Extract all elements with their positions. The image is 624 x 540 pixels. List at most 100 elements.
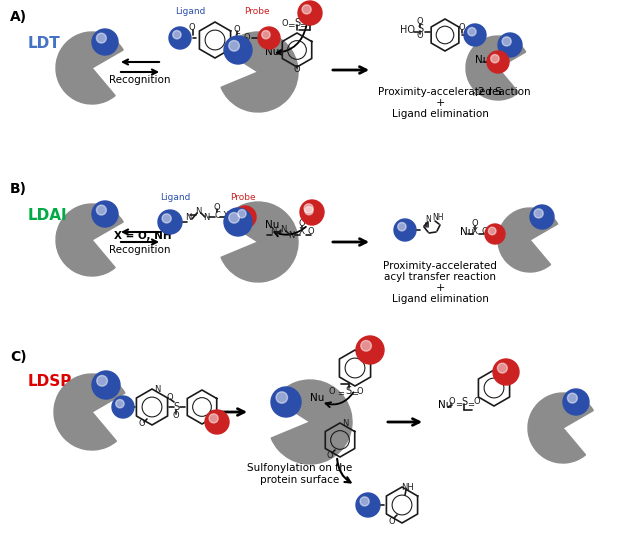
Text: A): A)	[10, 10, 27, 24]
Text: Ligand elimination: Ligand elimination	[392, 294, 489, 304]
Circle shape	[276, 392, 288, 403]
Circle shape	[112, 396, 134, 418]
Circle shape	[502, 37, 511, 46]
Text: protein surface: protein surface	[260, 475, 339, 485]
Text: Recognition: Recognition	[109, 75, 171, 85]
Wedge shape	[221, 32, 298, 112]
Text: X: X	[223, 211, 229, 219]
Text: N: N	[342, 418, 348, 428]
Text: N: N	[154, 384, 160, 394]
Wedge shape	[271, 380, 352, 464]
Text: N: N	[280, 225, 286, 233]
Text: Nu: Nu	[265, 220, 280, 230]
Wedge shape	[56, 32, 123, 104]
Text: S: S	[417, 24, 423, 34]
Text: N: N	[288, 231, 294, 240]
Text: O: O	[482, 226, 489, 235]
Text: Recognition: Recognition	[109, 245, 171, 255]
Text: Probe: Probe	[230, 193, 256, 202]
Text: X: X	[472, 227, 478, 237]
Text: O: O	[139, 420, 145, 429]
Text: O: O	[417, 31, 423, 40]
Circle shape	[464, 24, 486, 46]
Text: O: O	[233, 24, 240, 33]
Text: LDSP: LDSP	[28, 375, 72, 389]
Circle shape	[356, 493, 380, 517]
Circle shape	[97, 375, 107, 386]
Circle shape	[209, 414, 218, 423]
Circle shape	[173, 31, 181, 39]
Text: X: X	[299, 227, 305, 237]
Text: =: =	[287, 22, 295, 30]
Text: N: N	[472, 92, 477, 97]
Circle shape	[261, 31, 270, 39]
Wedge shape	[528, 393, 593, 463]
Circle shape	[497, 363, 507, 373]
Text: Probe: Probe	[244, 8, 270, 17]
Circle shape	[158, 210, 182, 234]
Circle shape	[305, 206, 313, 215]
Wedge shape	[56, 204, 123, 276]
Text: O: O	[173, 411, 179, 421]
Text: O: O	[449, 397, 456, 407]
Text: Nu: Nu	[265, 47, 280, 57]
Text: O: O	[308, 227, 314, 237]
Circle shape	[361, 341, 371, 351]
Text: Sulfonylation on the: Sulfonylation on the	[247, 463, 353, 473]
Text: Ligand: Ligand	[160, 193, 190, 202]
Text: C: C	[214, 211, 220, 219]
Circle shape	[534, 209, 544, 218]
Text: =: =	[300, 22, 307, 30]
Text: Proximity-accelerated: Proximity-accelerated	[383, 261, 497, 271]
Circle shape	[468, 28, 476, 36]
Text: Nu: Nu	[310, 393, 324, 403]
Text: NH: NH	[401, 483, 413, 491]
Text: O: O	[327, 450, 333, 460]
Text: O: O	[472, 219, 479, 228]
Circle shape	[92, 201, 118, 227]
Text: N: N	[203, 213, 209, 221]
Text: +: +	[436, 283, 445, 293]
Text: S: S	[234, 33, 240, 43]
Circle shape	[485, 224, 505, 244]
Wedge shape	[466, 36, 525, 100]
Circle shape	[397, 222, 406, 231]
Text: C): C)	[10, 350, 27, 364]
Text: HO: HO	[400, 25, 415, 35]
Text: N: N	[425, 215, 431, 225]
Text: LDAI: LDAI	[28, 207, 67, 222]
Circle shape	[302, 5, 311, 14]
Text: O: O	[417, 17, 423, 26]
Text: Ligand: Ligand	[175, 8, 205, 17]
Text: Ligand elimination: Ligand elimination	[392, 109, 489, 119]
Text: O: O	[188, 24, 195, 32]
Circle shape	[229, 212, 240, 223]
Circle shape	[258, 27, 280, 49]
Text: =: =	[338, 389, 344, 399]
Text: Nu: Nu	[475, 55, 489, 65]
Wedge shape	[54, 374, 125, 450]
Wedge shape	[498, 208, 558, 272]
Circle shape	[567, 393, 577, 403]
Circle shape	[304, 204, 313, 213]
Circle shape	[169, 27, 191, 49]
Text: O: O	[281, 18, 288, 28]
Circle shape	[229, 40, 240, 51]
Text: Proximity-accelerated S: Proximity-accelerated S	[378, 87, 502, 97]
Text: O: O	[357, 387, 363, 395]
Circle shape	[493, 359, 519, 385]
Text: O: O	[299, 219, 305, 228]
Text: 2 reaction: 2 reaction	[478, 87, 530, 97]
Text: =: =	[467, 401, 474, 409]
Text: O: O	[244, 33, 250, 43]
Circle shape	[224, 208, 252, 236]
Text: N: N	[195, 207, 201, 217]
Circle shape	[489, 227, 496, 235]
Text: S: S	[345, 386, 351, 396]
Circle shape	[271, 387, 301, 417]
Text: O: O	[389, 516, 396, 525]
Text: O: O	[474, 397, 480, 407]
Circle shape	[162, 214, 171, 223]
Text: S: S	[173, 402, 179, 412]
Text: N: N	[185, 213, 191, 221]
